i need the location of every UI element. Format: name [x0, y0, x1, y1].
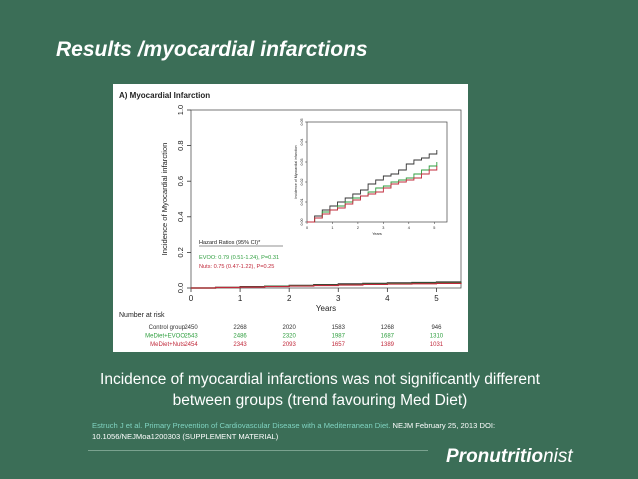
- legend-evoo: EVOO: 0.79 (0.51-1.24), P=0.31: [199, 255, 279, 261]
- x-tick-label: 5: [434, 294, 439, 303]
- x-tick-label: 2: [287, 294, 292, 303]
- legend-heading: Hazard Ratios (95% CI)*: [199, 240, 261, 246]
- chart-title: A) Myocardial Infarction: [119, 91, 210, 100]
- citation-journal: NEJM February 25, 2013 DOI:: [390, 421, 496, 430]
- inset-plot: 0.00 0.01 0.02 0.03 0.04 0.05 0 1 2 3 4 5 Years Incid…: [294, 119, 448, 236]
- at-risk-value: 2268: [233, 325, 247, 331]
- at-risk-value: 2543: [184, 334, 198, 340]
- at-risk-row-label: MeDiet+EVOO: [145, 334, 185, 340]
- at-risk-row-label: Control group: [149, 325, 186, 331]
- citation-doi: 10.1056/NEJMoa1200303 (SUPPLEMENT MATERI…: [92, 432, 279, 441]
- logo-bold-text: Pronutritio: [446, 446, 544, 467]
- pronutritionist-logo: Pronutritionist: [446, 446, 573, 468]
- inset-x-axis-label: Years: [372, 232, 382, 236]
- at-risk-value: 1310: [430, 334, 444, 340]
- at-risk-value: 2020: [283, 325, 297, 331]
- logo-light-text: nist: [543, 446, 573, 467]
- at-risk-value: 2320: [283, 334, 297, 340]
- inset-x-tick-label: 5: [433, 226, 435, 230]
- at-risk-value: 2450: [184, 325, 198, 331]
- y-tick-label: 0.2: [176, 247, 185, 257]
- at-risk-value: 1031: [430, 342, 444, 348]
- x-tick-label: 4: [385, 294, 390, 303]
- y-tick-label: 0.6: [176, 176, 185, 186]
- inset-series-line-nuts: [307, 166, 438, 223]
- at-risk-value: 1389: [381, 342, 395, 348]
- at-risk-row-label: MeDiet+Nuts: [150, 342, 185, 348]
- mi-incidence-chart: A) Myocardial Infarction Incidence of My…: [119, 91, 462, 348]
- y-tick-label: 0.4: [176, 212, 185, 222]
- inset-y-axis-label: Incidence of Myocardial infarction: [294, 145, 298, 198]
- inset-frame: [306, 121, 448, 223]
- main-series-line-nuts: [191, 282, 462, 289]
- inset-y-tick-label: 0.05: [300, 119, 304, 126]
- y-axis-label: Incidence of Myocardial infarction: [160, 143, 169, 256]
- x-tick-label: 3: [336, 294, 341, 303]
- at-risk-value: 2343: [233, 342, 247, 348]
- inset-y-tick-label: 0.02: [300, 179, 304, 186]
- number-at-risk-table: Number at risk Control group 2450 2268 2020…: [119, 312, 444, 348]
- citation: Estruch J et al. Primary Prevention of C…: [92, 420, 562, 442]
- main-series: [191, 281, 462, 289]
- legend-nuts: Nuts: 0.75 (0.47-1.22), P=0.25: [199, 264, 274, 270]
- x-tick-label: 0: [189, 294, 194, 303]
- inset-x-tick-label: 2: [357, 226, 359, 230]
- inset-series-line-control: [307, 150, 438, 223]
- inset-y-tick-label: 0.04: [300, 139, 304, 146]
- slide-title: Results /myocardial infarctions: [56, 38, 368, 61]
- at-risk-value: 2093: [283, 342, 297, 348]
- at-risk-value: 1268: [381, 325, 395, 331]
- figure-panel: A) Myocardial Infarction Incidence of My…: [113, 84, 468, 352]
- inset-y-tick-label: 0.01: [300, 199, 304, 206]
- caption-line-2: between groups (trend favouring Med Diet…: [172, 392, 468, 409]
- slide-caption: Incidence of myocardial infarctions was …: [40, 369, 600, 411]
- at-risk-heading: Number at risk: [119, 312, 165, 319]
- at-risk-value: 1987: [332, 334, 346, 340]
- inset-y-tick-label: 0.03: [300, 159, 304, 166]
- main-plot-frame: [190, 109, 462, 289]
- at-risk-value: 2454: [184, 342, 198, 348]
- inset-x-tick-label: 1: [331, 226, 333, 230]
- hazard-ratio-legend: Hazard Ratios (95% CI)* EVOO: 0.79 (0.51…: [199, 240, 283, 270]
- inset-y-tick-label: 0.00: [300, 219, 304, 226]
- at-risk-value: 1687: [381, 334, 395, 340]
- citation-link[interactable]: Estruch J et al. Primary Prevention of C…: [92, 421, 391, 430]
- y-tick-label: 1.0: [176, 105, 185, 115]
- inset-x-tick-label: 0: [306, 226, 308, 230]
- inset-x-tick-label: 3: [382, 226, 384, 230]
- inset-x-tick-label: 4: [408, 226, 410, 230]
- at-risk-value: 1583: [332, 325, 346, 331]
- at-risk-value: 1657: [332, 342, 346, 348]
- at-risk-value: 2486: [233, 334, 247, 340]
- footer-divider: [88, 450, 428, 451]
- main-axes: 0.0 0.2 0.4 0.6 0.8 1.0 0 1 2 3 4 5: [176, 105, 462, 303]
- x-tick-label: 1: [238, 294, 243, 303]
- y-tick-label: 0.8: [176, 140, 185, 150]
- x-axis-label: Years: [316, 304, 336, 313]
- at-risk-value: 946: [431, 325, 442, 331]
- caption-line-1: Incidence of myocardial infarctions was …: [100, 371, 540, 388]
- y-tick-label: 0.0: [176, 283, 185, 293]
